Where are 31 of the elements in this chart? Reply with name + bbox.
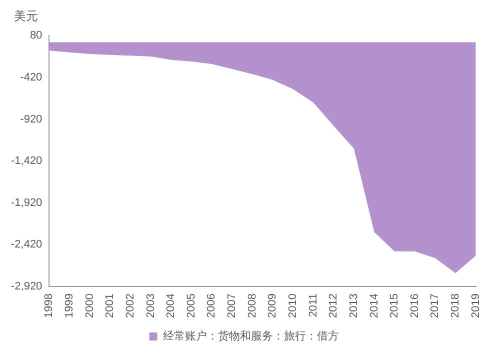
y-tick-label: -2,420: [10, 238, 42, 251]
x-tick-label: 2004: [165, 294, 178, 318]
x-tick-label: 2009: [266, 294, 279, 318]
x-tick-label: 2010: [287, 294, 299, 318]
x-tick-label: 2015: [388, 294, 401, 318]
y-tick-label: -1,920: [10, 196, 42, 209]
x-tick-label: 1998: [43, 294, 56, 318]
y-tick-label: -920: [20, 113, 42, 126]
x-tick-label: 2012: [328, 294, 340, 318]
y-axis-title: 美元: [13, 8, 39, 25]
legend-label: 经常账户：货物和服务：旅行：借方: [162, 329, 339, 342]
x-tick-label: 2001: [104, 294, 116, 318]
x-tick-label: 2005: [185, 294, 198, 318]
x-tick-label: 2003: [144, 294, 157, 318]
x-tick-label: 2002: [124, 294, 136, 318]
x-tick-label: 2017: [429, 294, 442, 318]
x-tick-label: 2000: [84, 294, 96, 318]
y-tick-label: -1,420: [10, 155, 42, 168]
x-tick-label: 2014: [368, 294, 380, 318]
x-tick-label: 2008: [246, 294, 258, 318]
x-tick-label: 1999: [64, 294, 76, 318]
y-tick-label: -420: [20, 71, 42, 84]
y-tick-label: 80: [30, 30, 42, 42]
x-tick-label: 2013: [348, 294, 360, 318]
x-tick-label: 2018: [450, 294, 462, 318]
x-tick-label: 2007: [226, 294, 238, 318]
x-tick-label: 2011: [307, 294, 320, 318]
x-tick-label: 2016: [408, 294, 421, 318]
y-tick-label: -2,920: [10, 280, 42, 293]
x-tick-label: 2019: [470, 294, 482, 318]
x-tick-label: 2006: [206, 294, 218, 318]
